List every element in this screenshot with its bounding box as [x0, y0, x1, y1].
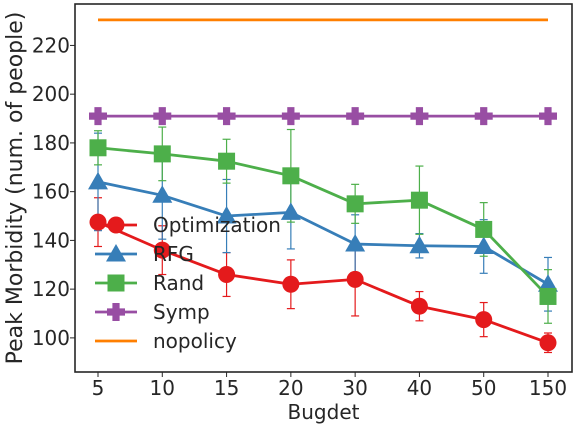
legend-nopolicy-label: nopolicy — [153, 329, 237, 353]
legend-optimization-marker — [107, 216, 125, 234]
y-tick-label: 200 — [32, 82, 70, 106]
rfg-point — [280, 202, 301, 220]
x-axis-title: Bugdet — [288, 400, 360, 424]
legend-rfg-label: RFG — [153, 242, 194, 266]
tick-layer: 5 10 15 20 30 40 50 150 100 120 140 160 180 200 220 — [32, 33, 567, 400]
rand-point — [475, 220, 493, 238]
rfg-point — [409, 235, 430, 254]
rfg-point — [88, 171, 108, 190]
rfg-line — [97, 180, 549, 286]
legend-symp-marker — [107, 303, 125, 321]
optimization-point — [539, 334, 557, 352]
rand-point — [89, 139, 107, 157]
x-tick-label: 10 — [150, 376, 175, 400]
y-tick-label: 140 — [32, 228, 70, 252]
series-line-layer — [97, 18, 550, 345]
rfg-point — [345, 234, 366, 252]
symp-point — [539, 107, 558, 126]
optimization-point — [89, 213, 107, 231]
optimization-point — [475, 311, 493, 329]
optimization-point — [153, 241, 171, 259]
rfg-point — [473, 236, 494, 254]
x-tick-label: 30 — [342, 376, 367, 400]
rand-point — [410, 191, 428, 209]
legend: Optimization RFG Rand Symp nopolicy — [95, 213, 281, 353]
axes-layer — [74, 3, 573, 373]
symp-point — [217, 107, 236, 126]
y-tick-label: 180 — [32, 131, 70, 155]
legend-optimization-label: Optimization — [153, 213, 281, 237]
rand-point — [153, 145, 171, 163]
rand-point — [539, 287, 557, 305]
rand-point — [346, 195, 364, 213]
legend-symp-label: Symp — [153, 300, 210, 324]
y-tick-label: 120 — [32, 277, 70, 301]
symp-point — [410, 107, 429, 126]
y-axis-title: Peak Morbidity (num. of people) — [3, 12, 28, 365]
marker-layer — [88, 107, 558, 352]
y-tick-label: 160 — [32, 180, 70, 204]
optimization-point — [410, 297, 428, 315]
x-tick-label: 15 — [214, 376, 239, 400]
optimization-point — [346, 270, 364, 288]
x-tick-label: 40 — [407, 376, 432, 400]
x-tick-label: 20 — [278, 376, 303, 400]
x-tick-label: 5 — [92, 376, 105, 400]
rfg-point — [216, 206, 237, 224]
symp-point — [474, 107, 493, 126]
legend-rand-label: Rand — [153, 271, 204, 295]
symp-point — [281, 107, 300, 126]
rand-point — [282, 167, 300, 185]
legend-rand-marker — [107, 274, 125, 292]
rfg-point — [538, 274, 558, 292]
rand-point — [218, 152, 236, 170]
rand-line — [97, 146, 550, 298]
symp-point — [346, 107, 365, 126]
x-tick-label: 50 — [471, 376, 496, 400]
rfg-point — [152, 185, 173, 203]
optimization-point — [218, 266, 236, 284]
plot-frame — [74, 3, 573, 373]
symp-point — [89, 107, 107, 126]
y-tick-label: 220 — [32, 33, 70, 57]
optimization-point — [282, 275, 300, 293]
x-tick-label: 150 — [529, 376, 567, 400]
symp-point — [153, 107, 172, 126]
y-tick-label: 100 — [32, 326, 70, 350]
optimization-line — [97, 220, 549, 345]
legend-rfg-marker — [106, 244, 126, 262]
